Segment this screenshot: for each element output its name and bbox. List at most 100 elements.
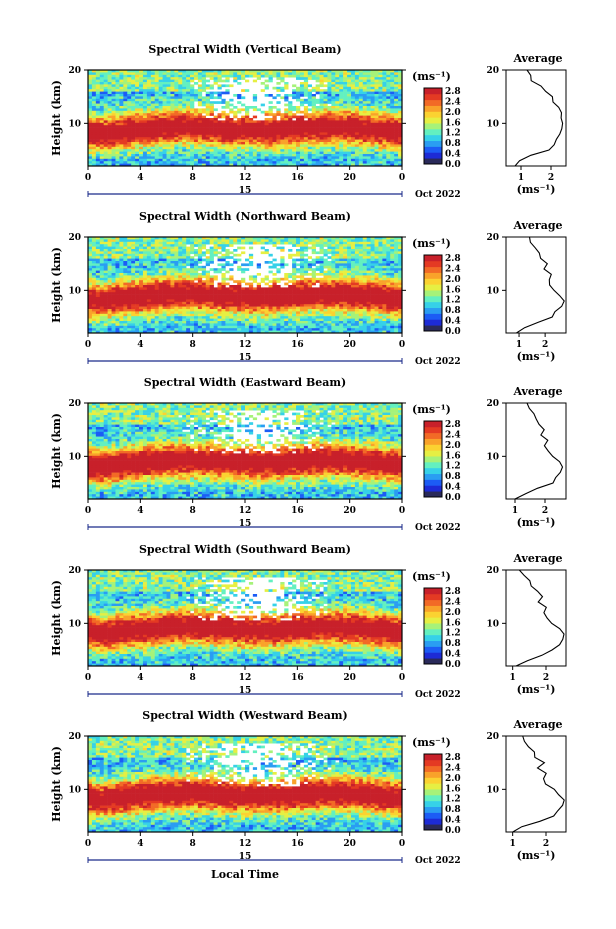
heatmap-cell <box>331 251 336 255</box>
heatmap-cell <box>131 256 136 259</box>
heatmap-cell <box>99 289 104 293</box>
heatmap-cell <box>378 256 383 259</box>
heatmap-cell <box>347 265 352 269</box>
heatmap-cell <box>327 275 332 279</box>
heatmap-cell <box>299 289 305 293</box>
heatmap-cell <box>390 110 395 114</box>
heatmap-cell <box>284 94 289 97</box>
heatmap-cell <box>205 101 210 104</box>
heatmap-cell <box>280 127 285 131</box>
heatmap-cell <box>276 237 281 240</box>
heatmap-cell <box>201 115 207 119</box>
heatmap-cell <box>166 74 171 78</box>
heatmap-cell <box>370 285 375 288</box>
heatmap-cell <box>327 239 332 243</box>
heatmap-cell <box>378 237 383 240</box>
heatmap-cell <box>347 96 352 100</box>
heatmap-cell <box>327 297 332 300</box>
heatmap-cell <box>158 161 163 164</box>
heatmap-cell <box>213 289 218 293</box>
heatmap-cell <box>394 118 399 121</box>
heatmap-cell <box>248 106 254 109</box>
heatmap-cell <box>131 77 136 80</box>
heatmap-cell <box>95 241 101 245</box>
heatmap-cell <box>197 265 203 269</box>
heatmap-cell <box>182 163 187 167</box>
heatmap-cell <box>347 258 352 262</box>
heatmap-cell <box>213 134 218 138</box>
heatmap-cell <box>201 70 207 73</box>
heatmap-cell <box>327 110 332 114</box>
heatmap-cell <box>343 91 348 95</box>
heatmap-cell <box>307 161 313 164</box>
heatmap-cell <box>339 77 344 80</box>
heatmap-cell <box>221 294 226 298</box>
heatmap-cell <box>331 294 336 298</box>
heatmap-cell <box>170 118 175 121</box>
heatmap-cell <box>99 287 104 291</box>
heatmap-cell <box>158 251 163 255</box>
heatmap-cell <box>343 161 348 164</box>
heatmap-cell <box>237 70 242 73</box>
heatmap-cell <box>99 292 104 295</box>
heatmap-cell <box>237 265 242 269</box>
heatmap-cell <box>264 149 269 152</box>
heatmap-cell <box>213 77 218 80</box>
heatmap-cell <box>315 86 320 90</box>
heatmap-cell <box>229 297 234 300</box>
heatmap-cell <box>123 241 128 245</box>
heatmap-cell <box>311 163 316 167</box>
heatmap-cell <box>88 256 93 259</box>
heatmap-cell <box>382 158 387 162</box>
heatmap-cell <box>197 149 203 152</box>
heatmap-cell <box>135 239 140 243</box>
heatmap-cell <box>288 101 293 104</box>
heatmap-cell <box>394 292 399 295</box>
heatmap-cell <box>142 120 148 124</box>
heatmap-cell <box>327 154 332 157</box>
heatmap-cell <box>343 108 348 112</box>
heatmap-cell <box>91 142 97 145</box>
heatmap-cell <box>154 110 159 114</box>
heatmap-cell <box>229 144 234 148</box>
heatmap-cell <box>386 98 391 102</box>
heatmap-cell <box>241 130 246 133</box>
heatmap-cell <box>91 82 97 85</box>
heatmap-cell <box>248 146 254 150</box>
heatmap-cell <box>127 287 132 291</box>
heatmap-cell <box>398 246 403 250</box>
heatmap-cell <box>284 82 289 85</box>
heatmap-cell <box>350 280 356 283</box>
heatmap-cell <box>139 151 144 155</box>
heatmap-cell <box>154 161 159 164</box>
heatmap-cell <box>193 304 199 307</box>
heatmap-cell <box>150 144 156 148</box>
heatmap-cell <box>142 282 148 286</box>
heatmap-cell <box>154 115 159 119</box>
heatmap-cell <box>131 297 136 300</box>
heatmap-cell <box>323 277 328 281</box>
heatmap-cell <box>343 103 348 107</box>
heatmap-cell <box>268 94 273 97</box>
heatmap-cell <box>307 158 313 162</box>
heatmap-cell <box>241 103 246 107</box>
heatmap-cell <box>382 237 387 240</box>
heatmap-cell <box>88 263 93 267</box>
heatmap-cell <box>225 130 230 133</box>
heatmap-cell <box>186 251 191 255</box>
heatmap-cell <box>366 130 371 133</box>
heatmap-cell <box>115 241 120 245</box>
heatmap-cell <box>272 118 277 121</box>
heatmap-cell <box>99 261 104 264</box>
heatmap-cell <box>343 261 348 264</box>
heatmap-cell <box>107 132 112 136</box>
heatmap-cell <box>362 161 367 164</box>
heatmap-cell <box>378 249 383 252</box>
heatmap-cell <box>209 84 214 88</box>
heatmap-cell <box>248 263 254 267</box>
heatmap-cell <box>217 158 222 162</box>
heatmap-cell <box>103 241 108 245</box>
heatmap-cell <box>264 142 269 145</box>
heatmap-cell <box>217 146 222 150</box>
heatmap-cell <box>158 74 163 78</box>
